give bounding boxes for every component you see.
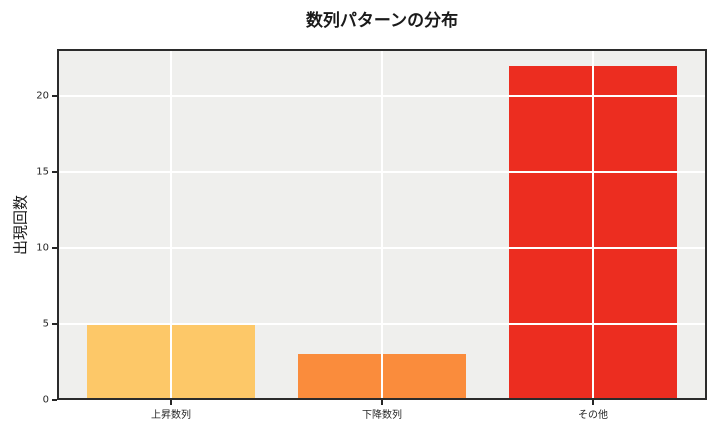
gridline-vertical [381, 49, 383, 400]
x-tick-mark [169, 400, 172, 405]
y-tick-label: 15 [36, 166, 49, 178]
y-axis-label: 出現回数 [11, 194, 30, 256]
gridline-horizontal [57, 247, 707, 250]
gridline-vertical [169, 49, 172, 400]
plot-area [57, 49, 707, 400]
gridline-horizontal [57, 323, 707, 326]
gridline-horizontal [57, 171, 707, 174]
y-tick-label: 5 [42, 318, 49, 330]
x-tick-mark [381, 400, 383, 405]
chart-title: 数列パターンの分布 [305, 11, 459, 31]
y-tick-label: 0 [42, 394, 49, 406]
x-tick-label: 下降数列 [362, 410, 402, 421]
gridline-vertical [592, 49, 595, 400]
x-tick-label: 上昇数列 [150, 410, 191, 421]
gridline-horizontal [57, 95, 707, 98]
x-tick-mark [592, 400, 595, 405]
y-tick-label: 20 [36, 90, 49, 102]
x-tick-label: その他 [578, 410, 609, 421]
